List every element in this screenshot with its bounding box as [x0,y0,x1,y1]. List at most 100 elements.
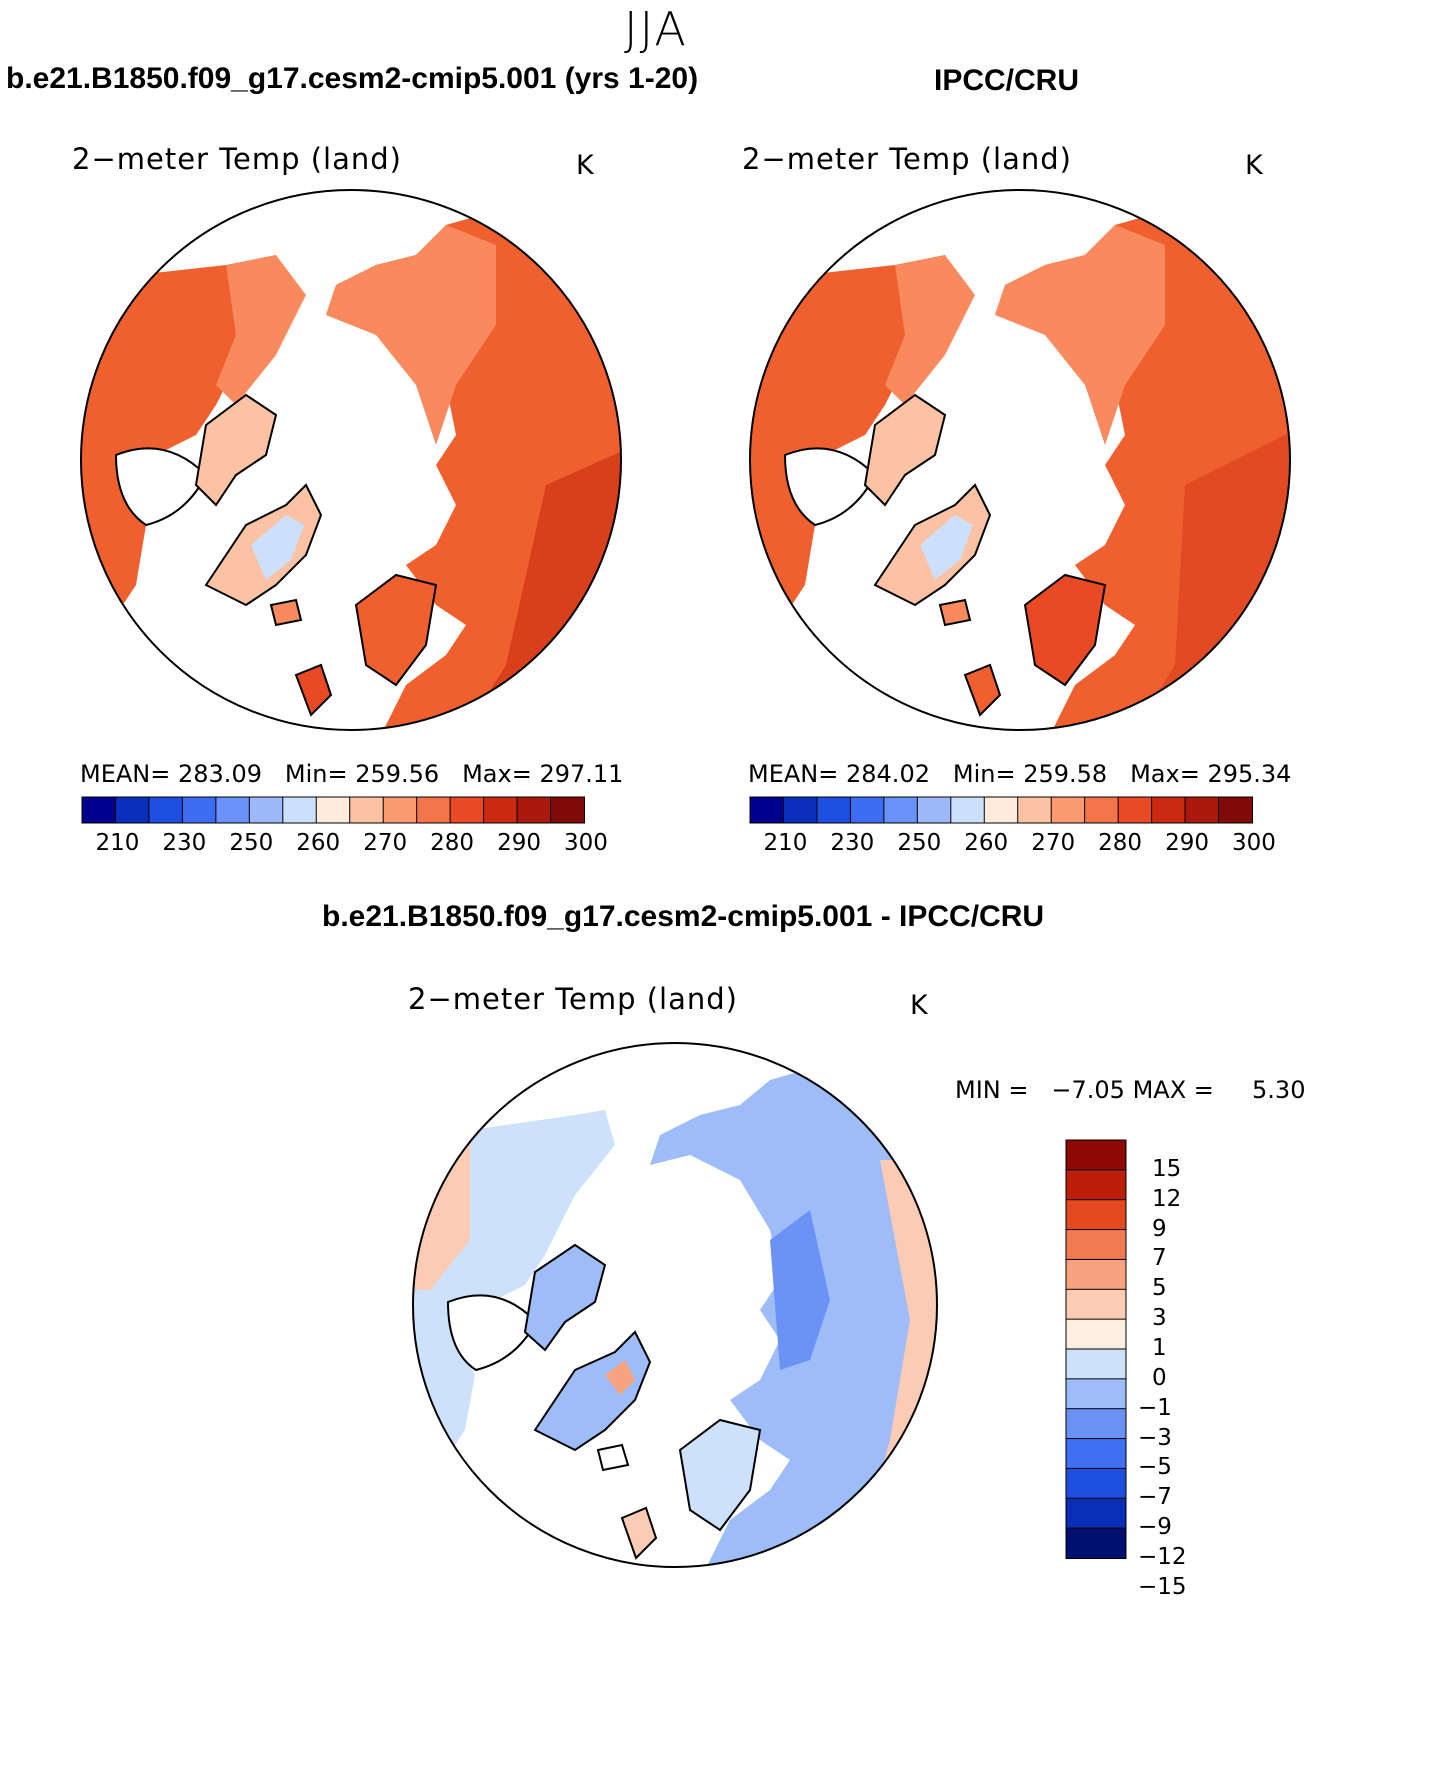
model-mean-label: MEAN= [80,760,171,788]
obs-mean-label: MEAN= [748,760,839,788]
difference-colorbar-tick-label: 15 [1152,1155,1182,1182]
difference-colorbar-ticks: 15 12 9 7 5 3 1 0 −1 −3 −5 −7 −9 −12 −15 [1138,1140,1218,1600]
obs-colorbar [749,796,1253,824]
difference-colorbar-tick-label: −15 [1138,1573,1187,1600]
obs-colorbar-tick-label: 280 [1098,830,1143,856]
difference-colorbar-tick-label: 9 [1152,1215,1167,1242]
obs-colorbar-swatch [1050,796,1086,824]
obs-colorbar-swatch [1218,796,1253,824]
season-title: JJA [624,2,688,56]
iceland [938,598,972,627]
iceland [596,1443,630,1472]
model-colorbar-tick-label: 210 [95,830,140,856]
model-colorbar-swatch [483,796,519,824]
hudson-bay [114,447,208,527]
model-stats-line: MEAN= 283.09 Min= 259.56 Max= 297.11 [80,760,623,788]
model-colorbar-swatch [181,796,217,824]
model-colorbar-tick-label: 290 [497,830,541,856]
obs-colorbar-swatch [749,796,785,824]
model-colorbar-swatch [416,796,452,824]
difference-colorbar-swatch [1065,1408,1127,1440]
difference-colorbar-swatch [1065,1467,1127,1500]
model-variable-title: 2−meter Temp (land) [72,142,402,176]
obs-stats-line: MEAN= 284.02 Min= 259.58 Max= 295.34 [748,760,1291,788]
difference-colorbar-swatch [1065,1169,1127,1201]
obs-colorbar-swatch [983,796,1019,824]
difference-stats-line: MIN = −7.05 MAX = 5.30 [955,1076,1305,1104]
model-colorbar-swatch [248,796,284,824]
model-min-label: Min= [284,760,348,788]
difference-colorbar-tick-label: −12 [1138,1544,1187,1570]
model-max-label: Max= [462,760,532,788]
obs-min-value: 259.58 [1023,760,1108,788]
model-colorbar-swatch [282,796,318,824]
difference-colorbar-tick-label: 7 [1152,1245,1167,1272]
model-colorbar-swatch [315,796,351,824]
difference-colorbar-swatch [1065,1527,1127,1560]
british-isles [963,663,1002,717]
model-colorbar-tick-label: 280 [430,830,475,856]
canadian-archipelago [863,393,947,507]
obs-colorbar-tick-label: 300 [1232,830,1276,856]
model-colorbar-ticks: 210 230 250 260 270 280 290 300 [82,830,607,860]
model-colorbar-swatch [449,796,485,824]
hudson-bay [783,447,877,527]
model-colorbar-swatch [215,796,251,824]
obs-colorbar-tick-label: 230 [830,830,875,856]
obs-variable-title: 2−meter Temp (land) [742,142,1072,176]
difference-colorbar-tick-label: −9 [1138,1514,1172,1541]
model-units-label: K [576,150,594,181]
scandinavia [1023,573,1107,687]
model-min-value: 259.56 [355,760,440,788]
difference-colorbar-swatch [1065,1288,1127,1321]
obs-min-label: Min= [952,760,1016,788]
obs-colorbar-tick-label: 290 [1165,830,1209,856]
difference-colorbar-tick-label: −7 [1138,1484,1172,1511]
obs-colorbar-swatch [1017,796,1053,824]
difference-colorbar-swatch [1065,1318,1127,1350]
obs-max-value: 295.34 [1207,760,1292,788]
difference-colorbar-tick-label: −3 [1138,1424,1172,1451]
model-colorbar-swatch [382,796,418,824]
model-colorbar-swatch [516,796,552,824]
model-colorbar-tick-label: 270 [363,830,408,856]
obs-colorbar-swatch [816,796,852,824]
difference-colorbar-tick-label: −5 [1138,1454,1172,1481]
obs-colorbar-swatch [1117,796,1153,824]
difference-colorbar-swatch [1065,1497,1127,1530]
difference-colorbar-swatch [1065,1438,1127,1470]
difference-colorbar-swatch [1065,1139,1127,1171]
model-colorbar-tick-label: 300 [564,830,608,856]
difference-colorbar-tick-label: −1 [1138,1394,1172,1421]
difference-colorbar-swatch [1065,1229,1127,1261]
model-colorbar-tick-label: 230 [162,830,207,856]
model-max-value: 297.11 [539,760,624,788]
difference-units-label: K [910,990,928,1021]
eurasia-inner-band [326,225,496,445]
greenland-warm-spot [605,1360,635,1395]
obs-colorbar-swatch [849,796,885,824]
model-colorbar-tick-label: 250 [229,830,274,856]
canadian-archipelago [194,393,278,507]
obs-max-label: Max= [1130,760,1200,788]
north-america-northern [885,255,975,405]
model-colorbar-tick-label: 260 [296,830,341,856]
obs-colorbar-tick-label: 260 [964,830,1009,856]
obs-colorbar-swatch [950,796,986,824]
obs-panel-header: IPCC/CRU [934,64,1080,97]
model-colorbar-swatch [81,796,117,824]
difference-colorbar-swatch [1065,1348,1127,1380]
model-colorbar-swatch [148,796,184,824]
obs-colorbar-tick-label: 210 [763,830,808,856]
difference-variable-title: 2−meter Temp (land) [408,982,738,1016]
iceland [269,598,303,627]
difference-colorbar-tick-label: 3 [1152,1305,1167,1332]
obs-colorbar-swatch [782,796,818,824]
greenland-interior [251,515,304,580]
greenland [533,1330,652,1452]
model-colorbar-swatch [114,796,150,824]
scandinavia [354,573,438,687]
obs-colorbar-swatch [916,796,952,824]
british-isles [294,663,333,717]
difference-header: b.e21.B1850.f09_g17.cesm2-cmip5.001 - IP… [322,900,1045,933]
